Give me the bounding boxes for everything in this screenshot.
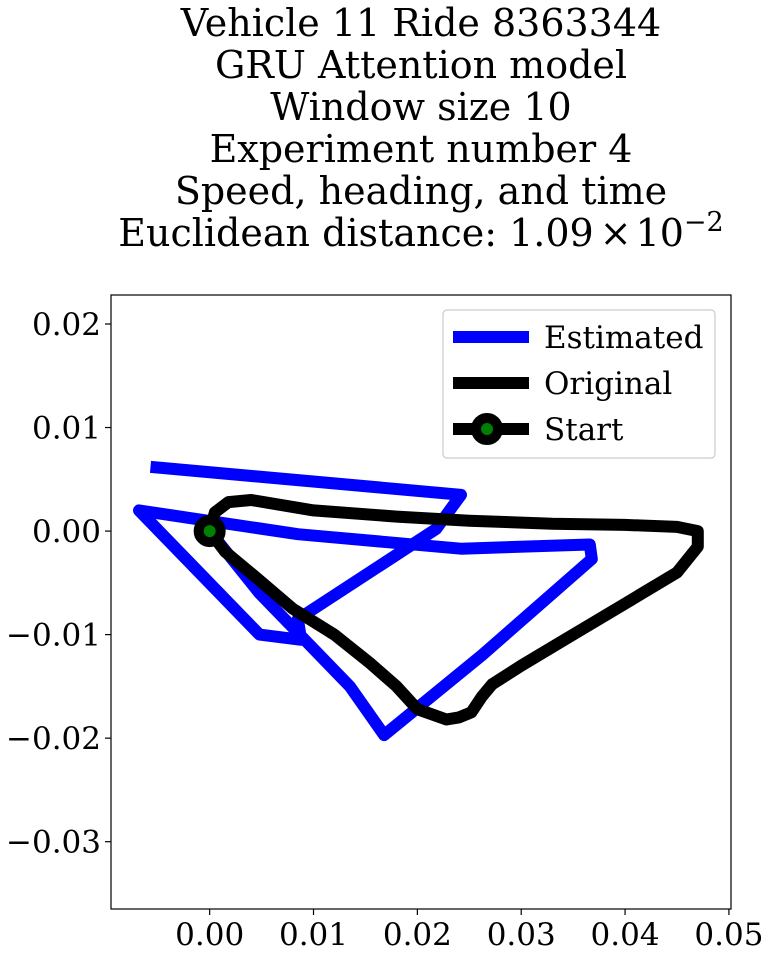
y-axis: 0.02 0.01 0.00 −0.01 −0.02 −0.03	[6, 307, 111, 861]
title-line-2: GRU Attention model	[215, 43, 627, 87]
legend-label: Original	[544, 366, 672, 402]
title-line-4: Experiment number 4	[210, 127, 633, 171]
legend: Estimated Original Start	[442, 309, 716, 459]
plot-frame	[110, 294, 732, 910]
x-tick-label: 0.00	[175, 917, 244, 953]
x-tick-label: 0.02	[383, 917, 452, 953]
series-line-original	[203, 494, 704, 726]
legend-label: Start	[544, 412, 624, 448]
x-axis: 0.00 0.01 0.02 0.03 0.04 0.05	[175, 909, 763, 953]
title-exponent: −2	[684, 207, 724, 238]
x-tick-label: 0.03	[487, 917, 556, 953]
x-tick-label: 0.01	[279, 917, 348, 953]
title-power-base: 10	[636, 211, 684, 255]
title-line-5: Speed, heading, and time	[175, 169, 667, 213]
title-line-6: Euclidean distance: 1.09 × 10−2	[118, 207, 723, 255]
chart-title: Vehicle 11 Ride 8363344 GRU Attention mo…	[118, 1, 723, 255]
series-layer	[133, 460, 704, 742]
start-marker	[193, 515, 226, 548]
x-tick-label: 0.05	[694, 917, 763, 953]
title-times-sign: ×	[600, 211, 632, 255]
title-distance-prefix: Euclidean distance: 1.09	[118, 211, 593, 255]
y-tick-label: −0.02	[6, 721, 101, 757]
y-tick-label: −0.03	[6, 825, 101, 861]
series-line-estimated	[133, 460, 598, 742]
x-tick-label: 0.04	[591, 917, 660, 953]
legend-label: Estimated	[544, 320, 703, 356]
y-tick-label: 0.00	[32, 514, 101, 550]
plot-area: 0.00 0.01 0.02 0.03 0.04 0.05 0.02 0.01 0.00 −0.…	[6, 294, 763, 953]
y-tick-label: 0.01	[32, 411, 101, 447]
y-tick-label: −0.01	[6, 618, 101, 654]
title-line-3: Window size 10	[270, 85, 571, 129]
legend-start-marker	[471, 413, 503, 445]
legend-box	[442, 309, 716, 459]
y-tick-label: 0.02	[32, 307, 101, 343]
title-line-1: Vehicle 11 Ride 8363344	[180, 1, 661, 45]
